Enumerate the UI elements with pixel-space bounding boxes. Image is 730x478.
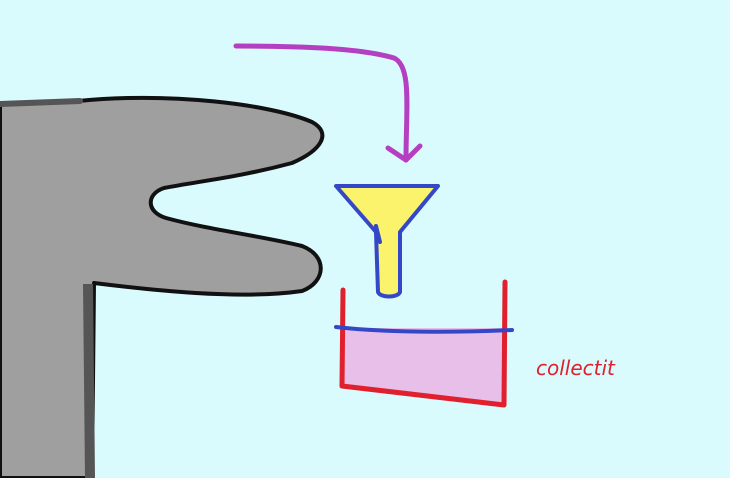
arrow-shaft [233, 43, 410, 163]
arrow-head [385, 143, 423, 163]
collector-label: collectit [536, 356, 615, 380]
curved-arrow-icon [233, 43, 423, 163]
tray-liquid [342, 328, 506, 404]
hand-body [0, 95, 325, 478]
collection-tray [334, 279, 514, 408]
tray-walls [339, 279, 508, 408]
hand-shape [0, 95, 325, 478]
funnel-icon [334, 184, 440, 299]
hand-arm-edge [83, 283, 95, 478]
hand-top-edge-highlight [0, 98, 83, 107]
funnel-body [334, 184, 440, 299]
funnel-stroke [374, 224, 382, 244]
liquid-surface-line [334, 325, 514, 334]
